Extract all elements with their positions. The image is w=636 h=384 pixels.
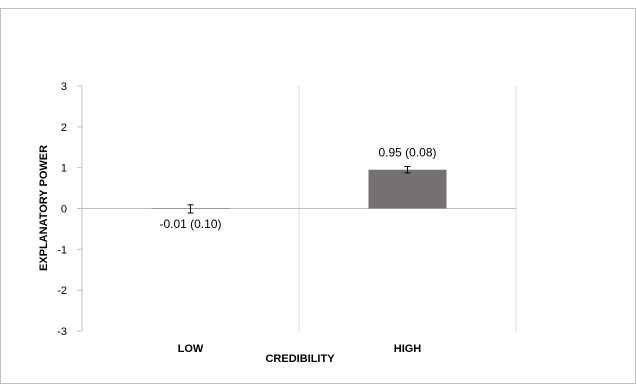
y-axis-title: EXPLANATORY POWER [38, 145, 50, 271]
y-tick-label: 2 [61, 122, 67, 134]
error-bar-low [187, 204, 194, 214]
chart-frame [0, 8, 636, 384]
y-tick-label: -1 [57, 244, 67, 256]
y-tick-label: -2 [57, 285, 67, 297]
data-label: -0.01 (0.10) [159, 217, 221, 231]
x-tick-label: HIGH [394, 343, 422, 355]
x-tick-label: LOW [178, 343, 204, 355]
y-tick-label: 3 [61, 81, 67, 93]
y-axis-ticks: -3 -2 -1 0 1 2 3 [57, 81, 82, 338]
error-bar-high [404, 165, 411, 174]
y-tick-label: 0 [61, 204, 67, 216]
data-labels: -0.01 (0.10) 0.95 (0.08) [159, 145, 436, 231]
data-label: 0.95 (0.08) [378, 145, 436, 159]
x-axis-title: CREDIBILITY [265, 353, 335, 365]
category-labels: LOW HIGH [178, 343, 422, 355]
error-bars [187, 165, 411, 214]
y-tick-label: -3 [57, 326, 67, 338]
bar-high [368, 169, 447, 209]
y-tick-label: 1 [61, 163, 67, 175]
